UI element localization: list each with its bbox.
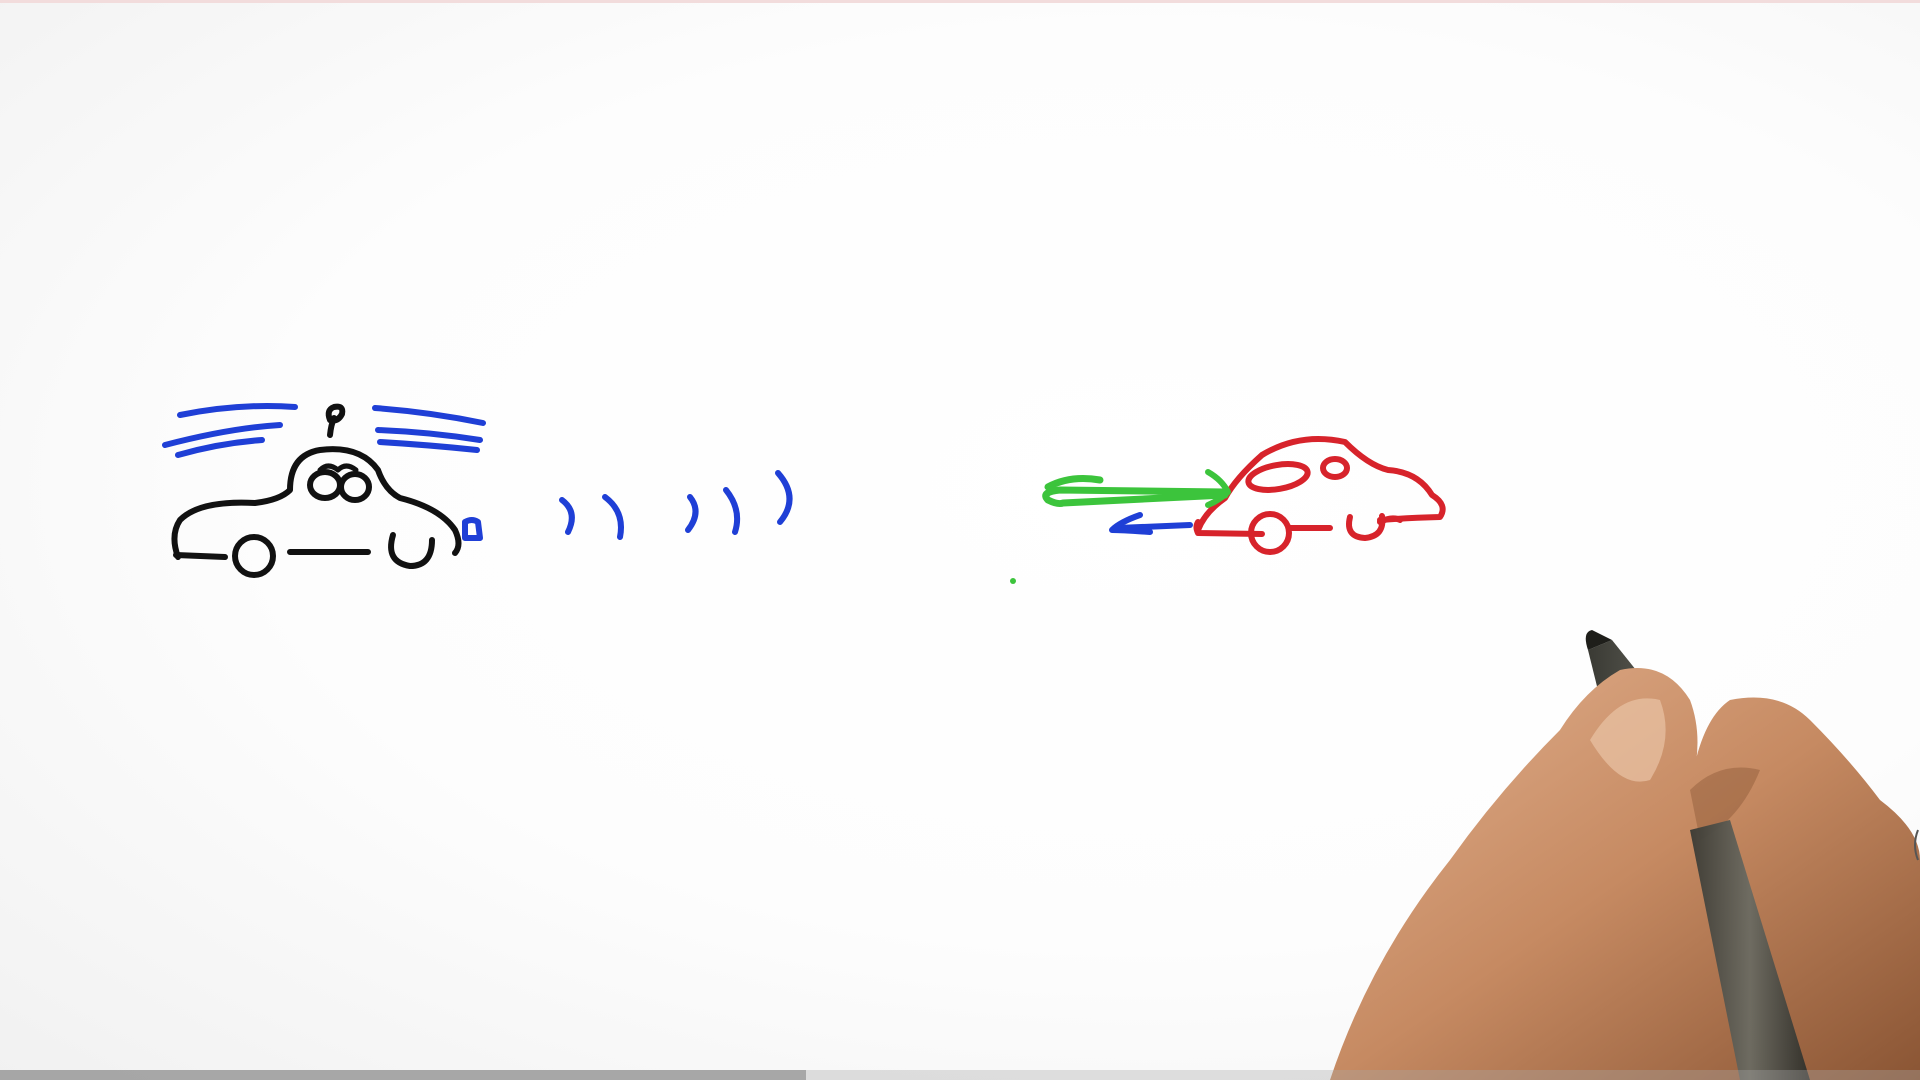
sensor-car-wheel-front — [232, 534, 276, 578]
radar-wave-4 — [723, 487, 741, 535]
left-sensor-lines — [162, 403, 298, 458]
red-car-window-right — [1320, 456, 1350, 480]
sensor-car-underside — [173, 549, 371, 560]
green-dot — [1010, 578, 1016, 584]
red-car-wheel-rear — [1346, 513, 1386, 541]
radar-waves — [559, 470, 793, 540]
radar-wave-3 — [685, 494, 699, 533]
red-car-body — [1193, 435, 1446, 537]
video-progress-bar[interactable] — [0, 1070, 1920, 1080]
sensor-car-roof-bumps — [317, 463, 359, 473]
sensor-car — [162, 403, 486, 578]
edge-mark — [1914, 829, 1919, 861]
marker-tip — [1585, 630, 1612, 650]
video-progress-fill — [0, 1070, 807, 1080]
sensor-car-window-left — [307, 469, 343, 501]
green-arrow — [1042, 469, 1231, 508]
sensor-car-window-right — [338, 471, 372, 503]
radar-wave-5 — [775, 470, 793, 525]
hand-with-marker — [1330, 630, 1920, 1080]
right-sensor-lines — [372, 405, 486, 453]
red-car — [1193, 435, 1446, 555]
radar-wave-2 — [602, 494, 624, 540]
sensor-car-wheel-rear — [388, 532, 435, 569]
red-car-window-left — [1245, 461, 1311, 493]
frame-top-edge — [0, 0, 1920, 3]
blue-arrow — [1109, 512, 1193, 535]
red-car-wheel-front — [1248, 511, 1292, 555]
sensor-car-body — [171, 446, 462, 560]
front-sensor — [462, 517, 483, 541]
radar-wave-1 — [559, 497, 575, 535]
antenna — [325, 403, 346, 438]
